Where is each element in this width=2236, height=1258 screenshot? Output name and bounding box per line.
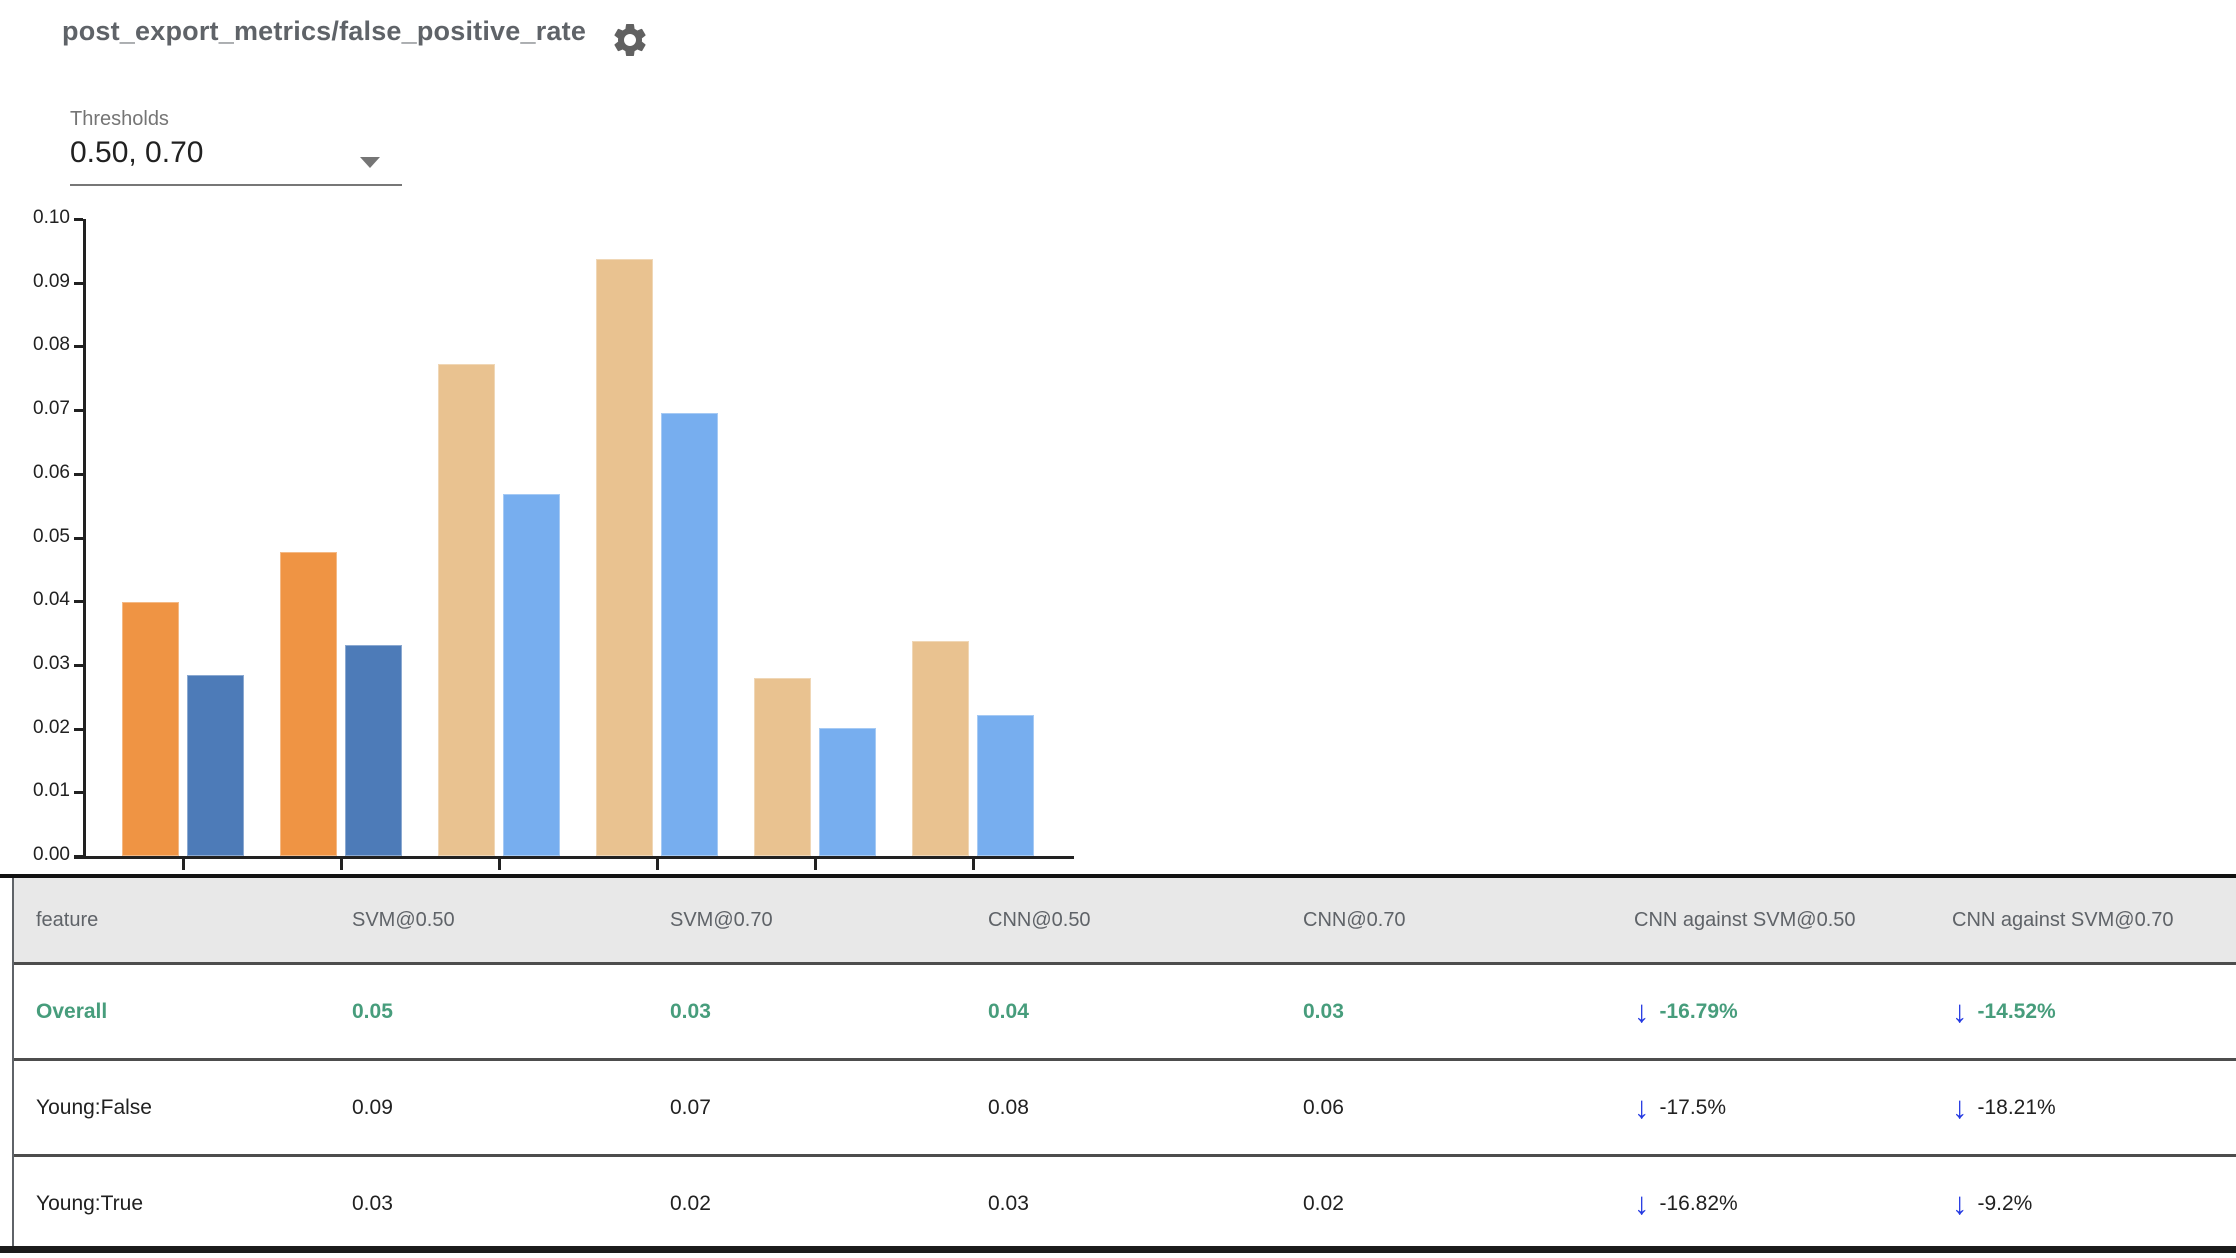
- y-axis-tick: [74, 218, 83, 221]
- y-axis-tick: [74, 281, 83, 285]
- y-axis-tick-label: 0.05: [33, 525, 70, 547]
- y-axis-tick: [74, 791, 83, 795]
- table-top-border: [0, 874, 2236, 878]
- table-bottom-border: [0, 1246, 2236, 1253]
- delta-value: -9.2%: [1977, 1191, 2033, 1215]
- thresholds-label: Thresholds: [70, 108, 169, 130]
- x-axis-tick: [814, 859, 817, 870]
- y-axis-tick-label: 0.01: [33, 780, 70, 802]
- x-axis-tick: [340, 859, 343, 870]
- metric-value-cell: 0.03: [988, 1191, 1029, 1215]
- delta-cell: ↓ -16.79%: [1622, 996, 1940, 1027]
- bar-False-CNN-at-0.50[interactable]: [438, 364, 495, 856]
- delta-cell: ↓ -14.52%: [1940, 996, 2236, 1027]
- thresholds-underline: [70, 184, 402, 186]
- feature-cell: Overall: [36, 999, 108, 1023]
- column-header-cnn-against-svm-0-50: CNN against SVM@0.50: [1634, 908, 1856, 931]
- metric-value-cell: 0.04: [988, 999, 1029, 1023]
- delta-value: -17.5%: [1659, 1095, 1727, 1119]
- delta-cell: ↓ -9.2%: [1940, 1188, 2236, 1219]
- thresholds-select[interactable]: 0.50, 0.70: [70, 136, 204, 169]
- y-axis-tick-label: 0.08: [33, 334, 70, 356]
- y-axis-tick: [74, 536, 83, 540]
- y-axis-tick-label: 0.10: [33, 207, 70, 228]
- metric-value-cell: 0.07: [670, 1095, 711, 1119]
- column-header-cnn-0-50: CNN@0.50: [988, 908, 1091, 931]
- metric-value-cell: 0.02: [670, 1191, 711, 1215]
- y-axis-tick: [74, 345, 83, 349]
- page-title: post_export_metrics/false_positive_rate: [62, 16, 587, 46]
- down-arrow-icon: ↓: [1634, 994, 1650, 1029]
- y-axis-tick-label: 0.07: [33, 398, 70, 420]
- bar-True-SVM-at-0.50[interactable]: [912, 641, 969, 856]
- gear-icon-svg: [614, 24, 646, 56]
- bar-True-CNN-at-0.70[interactable]: [819, 728, 876, 856]
- delta-cell: ↓ -17.5%: [1622, 1092, 1940, 1123]
- x-axis-tick: [182, 859, 185, 870]
- feature-cell: Young:False: [36, 1095, 152, 1119]
- down-arrow-icon: ↓: [1952, 1090, 1968, 1125]
- bar-True-CNN-at-0.50[interactable]: [754, 678, 811, 856]
- metrics-table: feature SVM@0.50 SVM@0.70 CNN@0.50 CNN@0.70 C…: [12, 878, 2236, 1250]
- bar-True-SVM-at-0.70[interactable]: [977, 715, 1034, 856]
- column-header-cnn-against-svm-0-70: CNN against SVM@0.70: [1952, 908, 2174, 931]
- table-row-young-true: Young:True 0.03 0.02 0.03 0.02 ↓ -16.82% ↓ -9.2%: [14, 1154, 2236, 1250]
- x-axis-tick: [972, 859, 975, 870]
- dropdown-arrow-icon[interactable]: [360, 157, 380, 168]
- y-axis-tick-label: 0.00: [33, 844, 70, 865]
- metric-value-cell: 0.03: [1303, 999, 1344, 1023]
- delta-cell: ↓ -18.21%: [1940, 1092, 2236, 1123]
- column-header-feature: feature: [36, 908, 99, 931]
- delta-value: -14.52%: [1977, 999, 2056, 1023]
- metric-value-cell: 0.09: [352, 1095, 393, 1119]
- table-header-row: feature SVM@0.50 SVM@0.70 CNN@0.50 CNN@0.70 C…: [14, 878, 2236, 962]
- bar-Overall-CNN-at-0.50[interactable]: [122, 602, 179, 856]
- metric-value-cell: 0.08: [988, 1095, 1029, 1119]
- metric-value-cell: 0.02: [1303, 1191, 1344, 1215]
- bar-Overall-SVM-at-0.70[interactable]: [345, 645, 402, 856]
- y-axis-tick: [74, 855, 83, 858]
- gear-icon[interactable]: [610, 20, 650, 60]
- table-row-young-false: Young:False 0.09 0.07 0.08 0.06 ↓ -17.5% ↓ -18.2…: [14, 1058, 2236, 1154]
- y-axis-line: [83, 219, 86, 859]
- y-axis-tick-label: 0.06: [33, 461, 70, 483]
- y-axis-tick: [74, 409, 83, 413]
- y-axis-tick: [74, 727, 83, 731]
- down-arrow-icon: ↓: [1634, 1090, 1650, 1125]
- y-axis-tick: [74, 663, 83, 667]
- x-axis-tick: [656, 859, 659, 870]
- metric-value-cell: 0.03: [352, 1191, 393, 1215]
- bar-Overall-CNN-at-0.70[interactable]: [187, 675, 244, 856]
- y-axis-tick: [74, 472, 83, 476]
- metric-value-cell: 0.05: [352, 999, 393, 1023]
- y-axis-tick-label: 0.09: [33, 270, 70, 292]
- y-axis-tick-label: 0.04: [33, 589, 70, 611]
- delta-cell: ↓ -16.82%: [1622, 1188, 1940, 1219]
- delta-value: -16.79%: [1659, 999, 1738, 1023]
- feature-cell: Young:True: [36, 1191, 144, 1215]
- down-arrow-icon: ↓: [1634, 1186, 1650, 1221]
- down-arrow-icon: ↓: [1952, 994, 1968, 1029]
- metric-value-cell: 0.06: [1303, 1095, 1344, 1119]
- bar-False-CNN-at-0.70[interactable]: [503, 494, 560, 856]
- column-header-svm-0-70: SVM@0.70: [670, 908, 773, 931]
- y-axis-tick-label: 0.03: [33, 652, 70, 674]
- column-header-cnn-0-70: CNN@0.70: [1303, 908, 1406, 931]
- bar-False-SVM-at-0.70[interactable]: [661, 413, 718, 856]
- table-row-overall: Overall 0.05 0.03 0.04 0.03 ↓ -16.79% ↓ -14.52%: [14, 962, 2236, 1058]
- delta-value: -18.21%: [1977, 1095, 2056, 1119]
- bar-False-SVM-at-0.50[interactable]: [596, 259, 653, 856]
- bar-Overall-SVM-at-0.50[interactable]: [280, 552, 337, 856]
- delta-value: -16.82%: [1659, 1191, 1738, 1215]
- y-axis-tick-label: 0.02: [33, 716, 70, 738]
- column-header-svm-0-50: SVM@0.50: [352, 908, 455, 931]
- x-axis-tick: [498, 859, 501, 870]
- metric-value-cell: 0.03: [670, 999, 711, 1023]
- x-axis-line: [74, 856, 1074, 859]
- down-arrow-icon: ↓: [1952, 1186, 1968, 1221]
- y-axis-tick: [74, 600, 83, 604]
